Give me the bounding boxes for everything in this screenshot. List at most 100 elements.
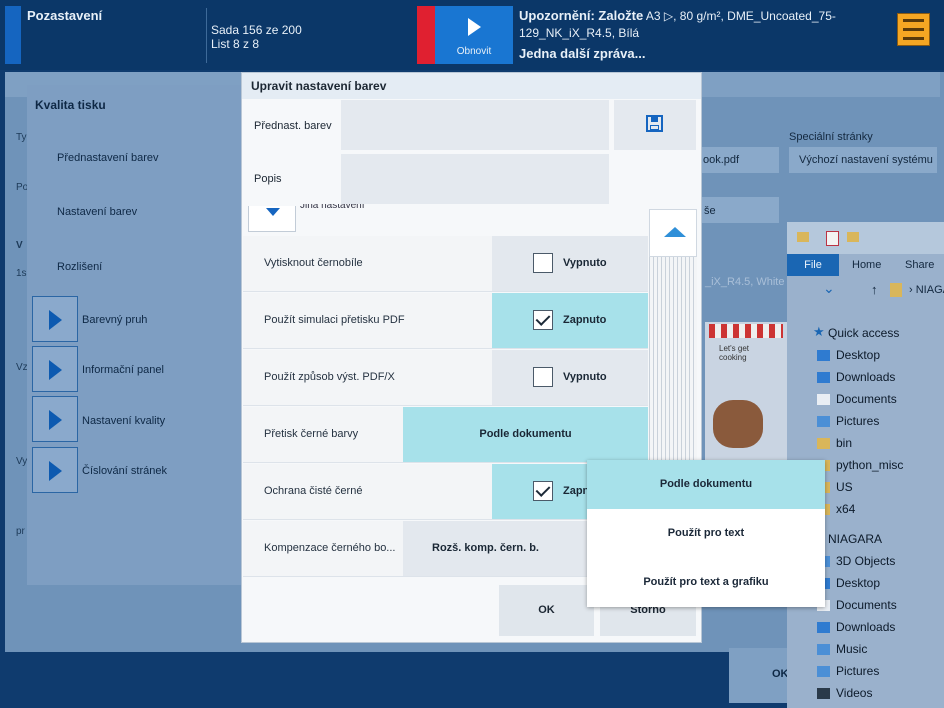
top-status-bar: Pozastavení Sada 156 ze 200 List 8 z 8 O… (0, 0, 944, 70)
ok-button[interactable]: OK (499, 585, 594, 636)
checkbox[interactable] (533, 481, 553, 501)
color-bar-label: Barevný pruh (82, 314, 148, 326)
grayscale-toggle[interactable]: Vypnuto (492, 236, 648, 291)
quality-settings-label: Nastavení kvality (82, 415, 166, 427)
nav-bin[interactable]: bin (836, 436, 853, 450)
toggle-value: Zapnuto (563, 314, 607, 326)
nav-quick-access[interactable]: Quick access (828, 326, 900, 340)
checkbox[interactable] (533, 310, 553, 330)
save-icon (646, 115, 663, 132)
path-text: NIAGA (915, 284, 944, 296)
black-overprint-select[interactable]: Podle dokumentu (403, 407, 648, 462)
set-info: Sada 156 ze 200 (211, 23, 302, 37)
machine-status-button[interactable] (897, 13, 930, 46)
nav-documents[interactable]: Documents (836, 392, 897, 406)
nav-downloads[interactable]: Downloads (836, 370, 896, 384)
setting-row-pdf-overprint: Použít simulaci přetisku PDF Zapnuto (243, 293, 648, 349)
nav-pictures[interactable]: Pictures (836, 414, 880, 428)
nav-videos[interactable]: Videos (836, 686, 873, 700)
ok-label: OK (538, 604, 555, 616)
up-arrow-icon[interactable]: ↑ (871, 282, 878, 297)
job-status-title: Pozastavení (27, 8, 103, 23)
nav-x64[interactable]: x64 (836, 502, 856, 516)
ribbon-tab-home[interactable]: Home (852, 259, 882, 271)
refresh-label: Obnovit (456, 46, 492, 57)
setting-row-grayscale: Vytisknout černobíle Vypnuto (243, 236, 648, 292)
setting-label: Ochrana čisté černé (264, 485, 363, 497)
refresh-button[interactable]: Obnovit (435, 6, 513, 64)
dialog-title: Upravit nastavení barev (242, 73, 701, 99)
pdf-name: ook.pdf (703, 154, 740, 166)
setting-row-black-point: Kompenzace černého bo... Rozš. komp. čer… (243, 521, 648, 577)
cancel-label: Storno (630, 604, 666, 616)
default-settings-field: Výchozí nastavení systému (789, 147, 937, 173)
other-settings-expander[interactable] (248, 206, 296, 232)
nav-pictures-2[interactable]: Pictures (836, 664, 880, 678)
paper-text: _iX_R4.5, White | (705, 276, 791, 288)
desktop-icon (817, 350, 830, 361)
quality-item-resolution: Rozlišení (57, 261, 103, 273)
info-panel-label: Informační panel (82, 364, 164, 376)
properties-icon (826, 231, 839, 246)
chevron-up-icon (664, 227, 686, 237)
nav-niagara[interactable]: NIAGARA (828, 532, 883, 546)
warning-more[interactable]: Jedna další zpráva... (519, 46, 646, 61)
ribbon-tab-share[interactable]: Share (905, 259, 935, 271)
checkbox[interactable] (533, 253, 553, 273)
side-letter: pr (16, 526, 25, 537)
expand-page-numbering (32, 447, 78, 493)
default-settings: Výchozí nastavení systému (799, 154, 933, 166)
nav-desktop[interactable]: Desktop (836, 348, 881, 362)
other-text: še (704, 205, 716, 217)
description-field[interactable] (341, 154, 609, 204)
nav-music[interactable]: Music (836, 642, 868, 656)
ribbon-tab-file[interactable]: File (787, 254, 839, 276)
nav-desktop-2[interactable]: Desktop (836, 576, 881, 590)
nav-python-misc[interactable]: python_misc (836, 458, 904, 472)
sheet-info: List 8 z 8 (211, 37, 260, 51)
pdfx-toggle[interactable]: Vypnuto (492, 350, 648, 405)
quality-item-color-settings: Nastavení barev (57, 206, 138, 218)
warning-text: Upozornění: Založte A3 ▷, 80 g/m², DME_U… (519, 8, 849, 23)
quick-access-toolbar (787, 222, 944, 254)
address-path: › NIAGA (909, 284, 944, 296)
nav-documents-2[interactable]: Documents (836, 598, 897, 612)
videos-icon (817, 688, 830, 699)
downloads-icon (817, 372, 830, 383)
server-icon (903, 19, 924, 40)
divider (206, 8, 207, 63)
downloads-icon (817, 622, 830, 633)
side-letter: Vy (16, 456, 28, 467)
nav-3d-objects[interactable]: 3D Objects (836, 554, 896, 568)
nav-downloads-2[interactable]: Downloads (836, 620, 896, 634)
star-icon: ★ (813, 324, 825, 339)
dropdown-option-text[interactable]: Použít pro text (667, 527, 745, 539)
expand-color-bar (32, 296, 78, 342)
preset-field[interactable] (341, 100, 609, 150)
warning-detail-2: 129_NK_iX_R4.5, Bílá (519, 26, 640, 40)
page-numbering-label: Číslování stránek (82, 465, 167, 477)
select-value: Rozš. komp. čern. b. (432, 542, 539, 554)
folder-icon (797, 232, 809, 242)
quality-item-presets: Přednastavení barev (57, 152, 159, 164)
save-preset-button[interactable] (614, 100, 696, 150)
ribbon-expand-icon[interactable]: ⌄ (823, 280, 835, 296)
bg-ok-label: OK (772, 668, 789, 680)
setting-label: Přetisk černé barvy (264, 428, 359, 440)
dropdown-option-by-document[interactable]: Podle dokumentu (587, 460, 825, 509)
documents-icon (817, 394, 830, 405)
pdf-overprint-toggle[interactable]: Zapnuto (492, 293, 648, 348)
side-letter: Ty (16, 132, 27, 143)
expand-down-icon (266, 208, 280, 216)
scroll-up-button[interactable] (649, 209, 697, 257)
toggle-value: Vypnuto (563, 371, 607, 383)
dropdown-option-text-graphics[interactable]: Použít pro text a grafiku (643, 576, 769, 588)
alert-indicator (417, 6, 435, 64)
folder-icon (817, 438, 830, 449)
setting-row-black-overprint: Přetisk černé barvy Podle dokumentu (243, 407, 648, 463)
setting-label: Použít způsob výst. PDF/X (264, 371, 395, 383)
other-settings-label: Jiná nastavení (300, 204, 365, 211)
nav-us[interactable]: US (836, 480, 853, 494)
thumbnail-title: Let's get cooking (719, 344, 749, 362)
checkbox[interactable] (533, 367, 553, 387)
